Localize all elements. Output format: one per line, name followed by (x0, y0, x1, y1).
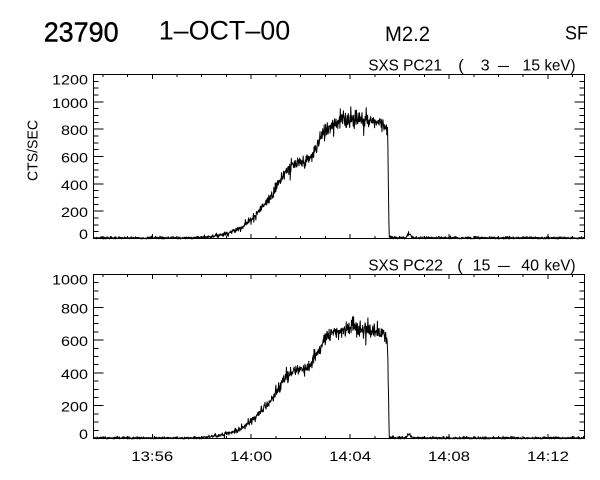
svg-text:1–OCT–00: 1–OCT–00 (159, 16, 291, 46)
svg-text:–: – (498, 257, 510, 274)
svg-text:14:08: 14:08 (428, 449, 470, 464)
svg-text:keV): keV) (545, 257, 576, 274)
svg-text:0: 0 (79, 226, 88, 242)
svg-text:800: 800 (61, 122, 88, 138)
svg-text:400: 400 (61, 366, 88, 382)
svg-text:800: 800 (61, 300, 88, 316)
svg-text:1200: 1200 (52, 72, 88, 88)
svg-text:14:12: 14:12 (527, 449, 569, 464)
svg-text:SF: SF (565, 23, 588, 45)
svg-text:0: 0 (79, 426, 88, 442)
svg-text:–: – (498, 57, 509, 74)
svg-text:SXS: SXS (368, 257, 398, 274)
svg-text:23790: 23790 (44, 16, 119, 47)
svg-text:14:00: 14:00 (230, 449, 272, 464)
svg-text:keV): keV) (545, 57, 576, 74)
svg-text:3: 3 (481, 57, 490, 74)
svg-text:15: 15 (473, 257, 491, 274)
svg-text:13:56: 13:56 (131, 449, 173, 464)
svg-text:40: 40 (521, 257, 539, 274)
svg-text:14:04: 14:04 (329, 449, 372, 464)
svg-text:SXS: SXS (368, 57, 398, 74)
svg-text:CTS/SEC: CTS/SEC (25, 120, 42, 181)
svg-text:400: 400 (61, 177, 88, 193)
svg-text:PC21: PC21 (403, 57, 442, 74)
svg-text:(: ( (457, 257, 463, 274)
svg-text:1000: 1000 (52, 95, 88, 111)
svg-text:15: 15 (522, 57, 540, 74)
svg-text:1000: 1000 (52, 272, 88, 288)
svg-text:200: 200 (61, 399, 88, 415)
svg-text:600: 600 (61, 333, 88, 349)
svg-text:(: ( (458, 57, 464, 74)
svg-text:M2.2: M2.2 (385, 22, 430, 46)
svg-text:600: 600 (61, 150, 88, 166)
svg-text:200: 200 (61, 204, 88, 220)
svg-text:PC22: PC22 (403, 257, 443, 274)
